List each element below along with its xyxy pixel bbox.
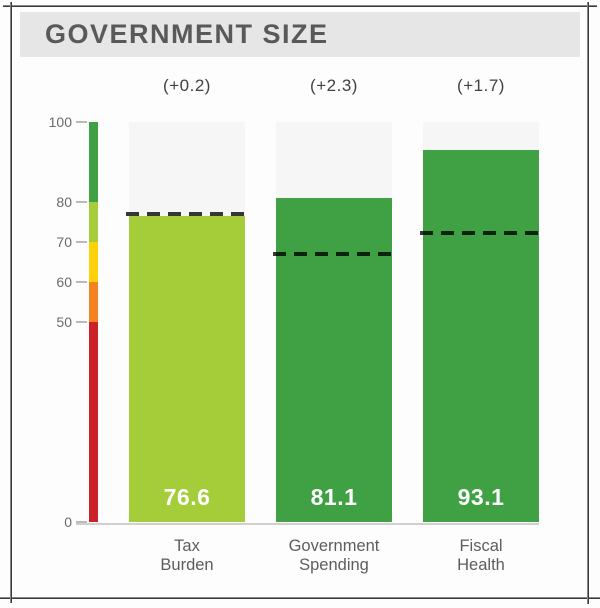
y-tick-label: 0 bbox=[64, 514, 72, 530]
scale-segment bbox=[89, 322, 98, 522]
bar-value-label: 93.1 bbox=[457, 484, 505, 510]
bar-track: 81.1 bbox=[273, 122, 395, 522]
category-label-line: Spending bbox=[299, 556, 369, 574]
category-label-line: Tax bbox=[174, 537, 200, 555]
bar-value-label: 76.6 bbox=[163, 484, 211, 510]
category-label-line: Fiscal bbox=[459, 537, 503, 555]
bar-track: 76.6 bbox=[126, 122, 248, 522]
y-tick-label: 80 bbox=[56, 194, 72, 210]
y-tick-mark bbox=[76, 201, 87, 203]
bar bbox=[129, 215, 245, 522]
chart-title: GOVERNMENT SIZE bbox=[45, 19, 329, 49]
frame-border-top bbox=[3, 5, 597, 7]
bar bbox=[423, 149, 539, 522]
benchmark-dashed-line bbox=[420, 231, 542, 236]
y-tick-label: 70 bbox=[56, 234, 72, 250]
y-tick-label: 100 bbox=[48, 114, 72, 130]
bar-delta-label: (+0.2) bbox=[163, 76, 211, 95]
y-tick-mark bbox=[76, 241, 87, 243]
bar bbox=[276, 197, 392, 522]
category-label: Government Spending bbox=[256, 537, 412, 575]
x-axis-baseline bbox=[76, 523, 539, 525]
bar-delta-label: (+1.7) bbox=[457, 76, 505, 95]
y-tick-label: 50 bbox=[56, 314, 72, 330]
scale-segment bbox=[89, 122, 98, 202]
chart-title-bar: GOVERNMENT SIZE bbox=[20, 12, 580, 57]
frame-border-bottom bbox=[0, 597, 600, 599]
bar-value-label: 81.1 bbox=[310, 484, 358, 510]
y-tick-mark bbox=[76, 521, 87, 523]
category-label-line: Burden bbox=[160, 556, 214, 574]
frame-border-left bbox=[10, 2, 12, 603]
y-tick-mark bbox=[76, 121, 87, 123]
frame-border-right bbox=[587, 2, 589, 604]
y-tick-label: 60 bbox=[56, 274, 72, 290]
category-label: Fiscal Health bbox=[403, 537, 559, 575]
bar-delta-label: (+2.3) bbox=[310, 76, 358, 95]
scale-segment bbox=[89, 242, 98, 282]
scale-segment bbox=[89, 282, 98, 322]
scale-segment bbox=[89, 202, 98, 242]
benchmark-dashed-line bbox=[126, 212, 248, 216]
y-axis-color-scale bbox=[89, 122, 98, 522]
bar-track: 93.1 bbox=[420, 122, 542, 522]
category-label: Tax Burden bbox=[109, 537, 265, 575]
category-label-line: Health bbox=[457, 556, 505, 574]
benchmark-dashed-line bbox=[273, 252, 395, 256]
y-tick-mark bbox=[76, 321, 87, 323]
category-label-line: Government bbox=[288, 537, 380, 555]
y-tick-mark bbox=[76, 281, 87, 283]
